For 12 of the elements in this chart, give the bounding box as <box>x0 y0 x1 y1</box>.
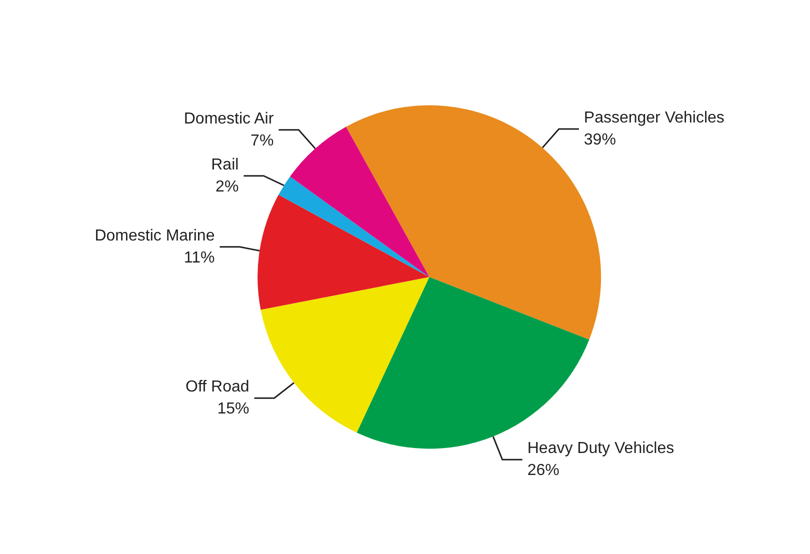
slice-label: Heavy Duty Vehicles <box>527 440 674 458</box>
data-label: 15% <box>217 400 250 418</box>
slice-label: Off Road <box>186 378 250 396</box>
data-label: 11% <box>184 249 215 266</box>
slice-label: Rail <box>211 156 239 174</box>
slice-label: Passenger Vehicles <box>584 109 724 126</box>
data-label: 7% <box>250 132 274 150</box>
data-label: 39% <box>584 131 616 148</box>
slice-label: Domestic Air <box>184 110 274 128</box>
slice-label: Domestic Marine <box>94 227 215 244</box>
data-label: 26% <box>527 462 560 480</box>
data-label: 2% <box>216 178 239 196</box>
